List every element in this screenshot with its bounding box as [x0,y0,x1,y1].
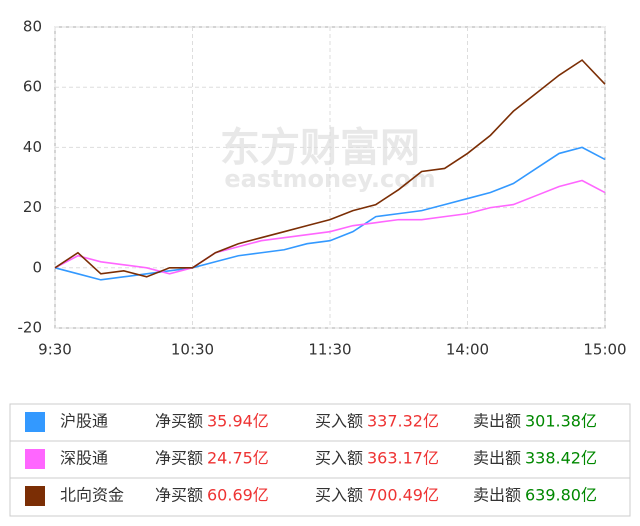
x-tick-label: 9:30 [38,341,72,359]
watermark: 东方财富网 [220,125,420,171]
summary-value: 700.49亿 [367,486,439,505]
summary-label: 净买额 [155,486,203,505]
y-tick-label: 60 [23,78,42,96]
y-tick-label: 0 [32,258,42,276]
x-tick-label: 14:00 [446,341,489,359]
summary-label: 买入额 [315,412,363,431]
legend-label: 深股通 [60,449,108,468]
summary-label: 买入额 [315,449,363,468]
summary-value: 363.17亿 [367,449,439,468]
summary-table [9,403,631,517]
summary-value: 337.32亿 [367,412,439,431]
x-tick-label: 10:30 [171,341,214,359]
summary-label: 净买额 [155,449,203,468]
summary-label: 买入额 [315,486,363,505]
series-line [54,179,606,275]
legend-label: 北向资金 [60,486,124,505]
y-tick-label: 40 [23,138,42,156]
x-tick-label: 11:30 [308,341,351,359]
summary-value: 60.69亿 [207,486,269,505]
legend-swatch [25,449,45,469]
summary-value: 301.38亿 [525,412,597,431]
series-line [54,146,606,281]
y-tick-label: 20 [23,198,42,216]
y-tick-label: -20 [18,319,43,337]
summary-label: 卖出额 [473,412,521,431]
summary-label: 卖出额 [473,486,521,505]
summary-value: 35.94亿 [207,412,269,431]
legend-swatch [25,412,45,432]
y-tick-label: 80 [23,18,42,36]
summary-label: 净买额 [155,412,203,431]
legend-label: 沪股通 [60,412,108,431]
summary-value: 639.80亿 [525,486,597,505]
series-line [54,59,606,278]
legend-swatch [25,486,45,506]
summary-value: 338.42亿 [525,449,597,468]
summary-label: 卖出额 [473,449,521,468]
summary-value: 24.75亿 [207,449,269,468]
x-tick-label: 15:00 [583,341,626,359]
